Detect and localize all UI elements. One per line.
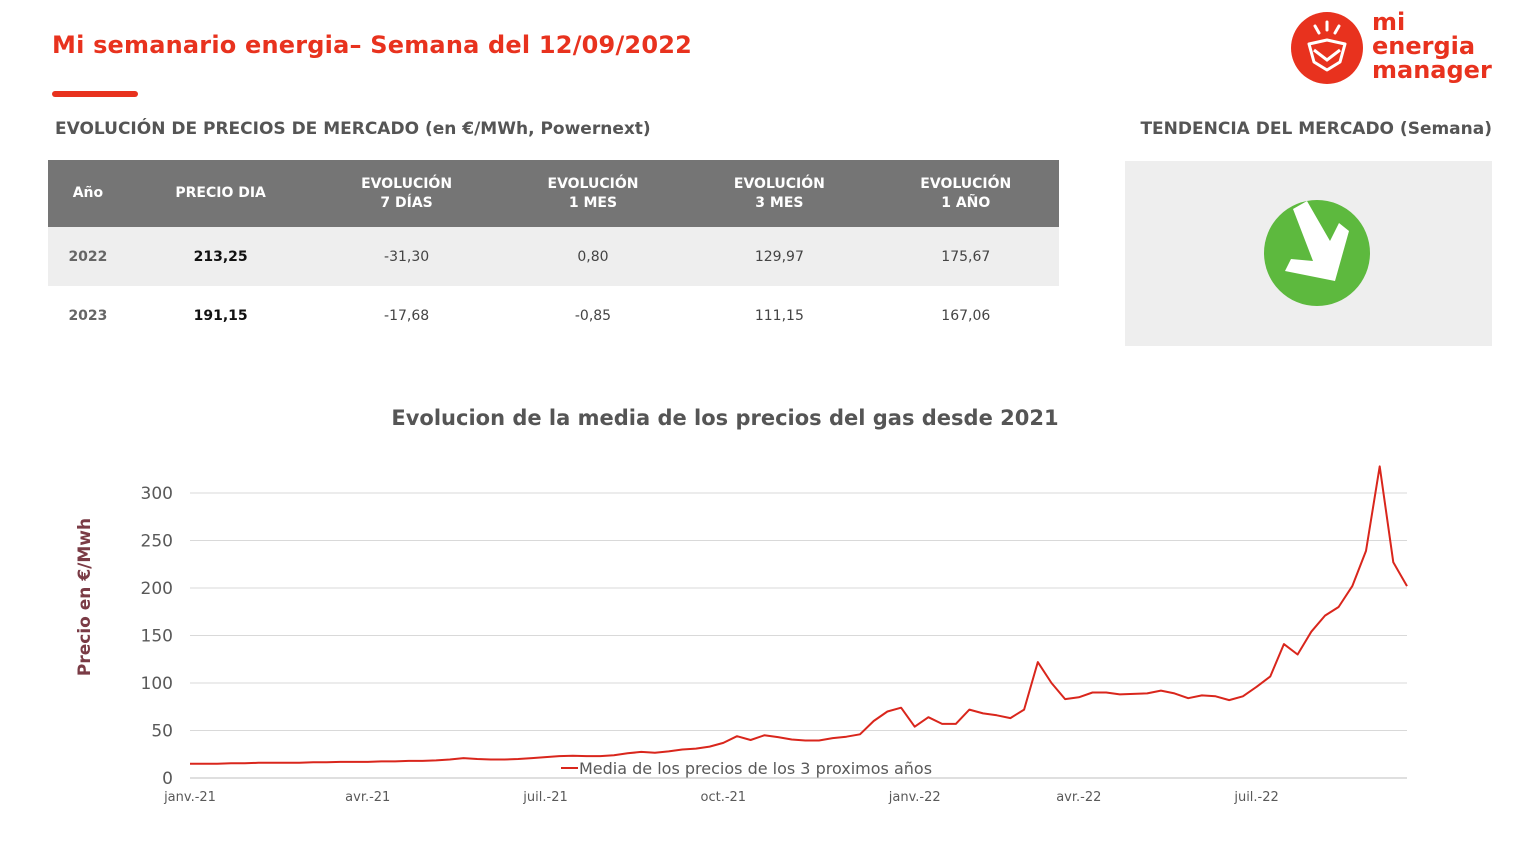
- logo-icon: [1291, 12, 1363, 84]
- logo-text: mi energia manager: [1372, 10, 1492, 82]
- table-cell: 0,80: [499, 227, 687, 286]
- section-title: EVOLUCIÓN DE PRECIOS DE MERCADO (en €/MW…: [55, 119, 651, 139]
- logo-line: mi: [1372, 8, 1406, 36]
- table-header-cell: EVOLUCIÓN 7 DÍAS: [313, 160, 500, 227]
- header-line: 1 AÑO: [941, 194, 991, 211]
- y-tick-label: 200: [141, 579, 173, 599]
- header-line: EVOLUCIÓN: [920, 175, 1012, 192]
- section-title: TENDENCIA DEL MERCADO (Semana): [1140, 119, 1492, 139]
- table-header-cell: EVOLUCIÓN 1 MES: [499, 160, 687, 227]
- table-row: 2022 213,25 -31,30 0,80 129,97 175,67: [48, 227, 1059, 286]
- header-line: PRECIO DIA: [175, 185, 266, 201]
- title-underline: [52, 91, 138, 97]
- y-tick-label: 250: [141, 532, 173, 552]
- x-tick-label: juil.-22: [1233, 790, 1278, 805]
- table-row: 2023 191,15 -17,68 -0,85 111,15 167,06: [48, 286, 1059, 345]
- table-cell: 129,97: [686, 227, 873, 286]
- logo-line: manager: [1372, 56, 1492, 84]
- data-line: [190, 465, 1408, 765]
- header-line: EVOLUCIÓN: [547, 175, 639, 192]
- x-tick-label: avr.-22: [1056, 790, 1101, 805]
- table-header-cell: PRECIO DIA: [127, 160, 314, 227]
- x-tick-label: avr.-21: [345, 790, 390, 805]
- table-header-cell: Año: [48, 160, 128, 227]
- y-axis-label: Precio en €/Mwh: [75, 518, 95, 676]
- table-cell: -17,68: [384, 307, 430, 324]
- x-tick-label: janv.-22: [888, 790, 941, 805]
- y-tick-label: 300: [141, 484, 173, 504]
- y-tick-label: 0: [162, 769, 173, 789]
- chart-title: Evolucion de la media de los precios del…: [391, 406, 1058, 430]
- table-cell: 2022: [48, 227, 128, 286]
- header-line: EVOLUCIÓN: [361, 175, 453, 192]
- x-tick-label: janv.-21: [163, 790, 216, 805]
- x-tick-label: oct.-21: [701, 790, 747, 805]
- page-title: Mi semanario energia– Semana del 12/09/2…: [52, 31, 693, 59]
- y-tick-label: 50: [151, 722, 173, 742]
- logo-line: energia: [1372, 32, 1476, 60]
- table-cell: 213,25: [127, 227, 314, 286]
- table-cell: 175,67: [872, 227, 1059, 286]
- header-line: EVOLUCIÓN: [733, 175, 825, 192]
- y-tick-label: 150: [141, 627, 173, 647]
- table-cell: -0,85: [574, 307, 612, 324]
- y-tick-label: 100: [141, 674, 173, 694]
- header-line: 7 DÍAS: [380, 194, 433, 211]
- table-cell: 167,06: [941, 307, 991, 324]
- table-header-cell: EVOLUCIÓN 3 MES: [686, 160, 873, 227]
- legend-label: Media de los precios de los 3 proximos a…: [579, 759, 932, 778]
- trend-panel: [1125, 161, 1492, 346]
- table-cell: 2023: [68, 307, 108, 324]
- header-line: Año: [72, 185, 104, 201]
- trend-icon: [1264, 200, 1370, 306]
- x-tick-label: juil.-21: [522, 790, 567, 805]
- table-header-cell: EVOLUCIÓN 1 AÑO: [872, 160, 1059, 227]
- price-table: Año PRECIO DIA EVOLUCIÓN 7 DÍAS EVOLUCIÓN 1 M…: [48, 160, 1059, 345]
- table-cell: 111,15: [754, 307, 804, 324]
- header-line: 3 MES: [755, 194, 804, 211]
- header-line: 1 MES: [568, 194, 618, 211]
- table-cell: -31,30: [313, 227, 500, 286]
- chart: Evolucion de la media de los precios del…: [75, 406, 1408, 805]
- table-cell: 191,15: [193, 307, 248, 324]
